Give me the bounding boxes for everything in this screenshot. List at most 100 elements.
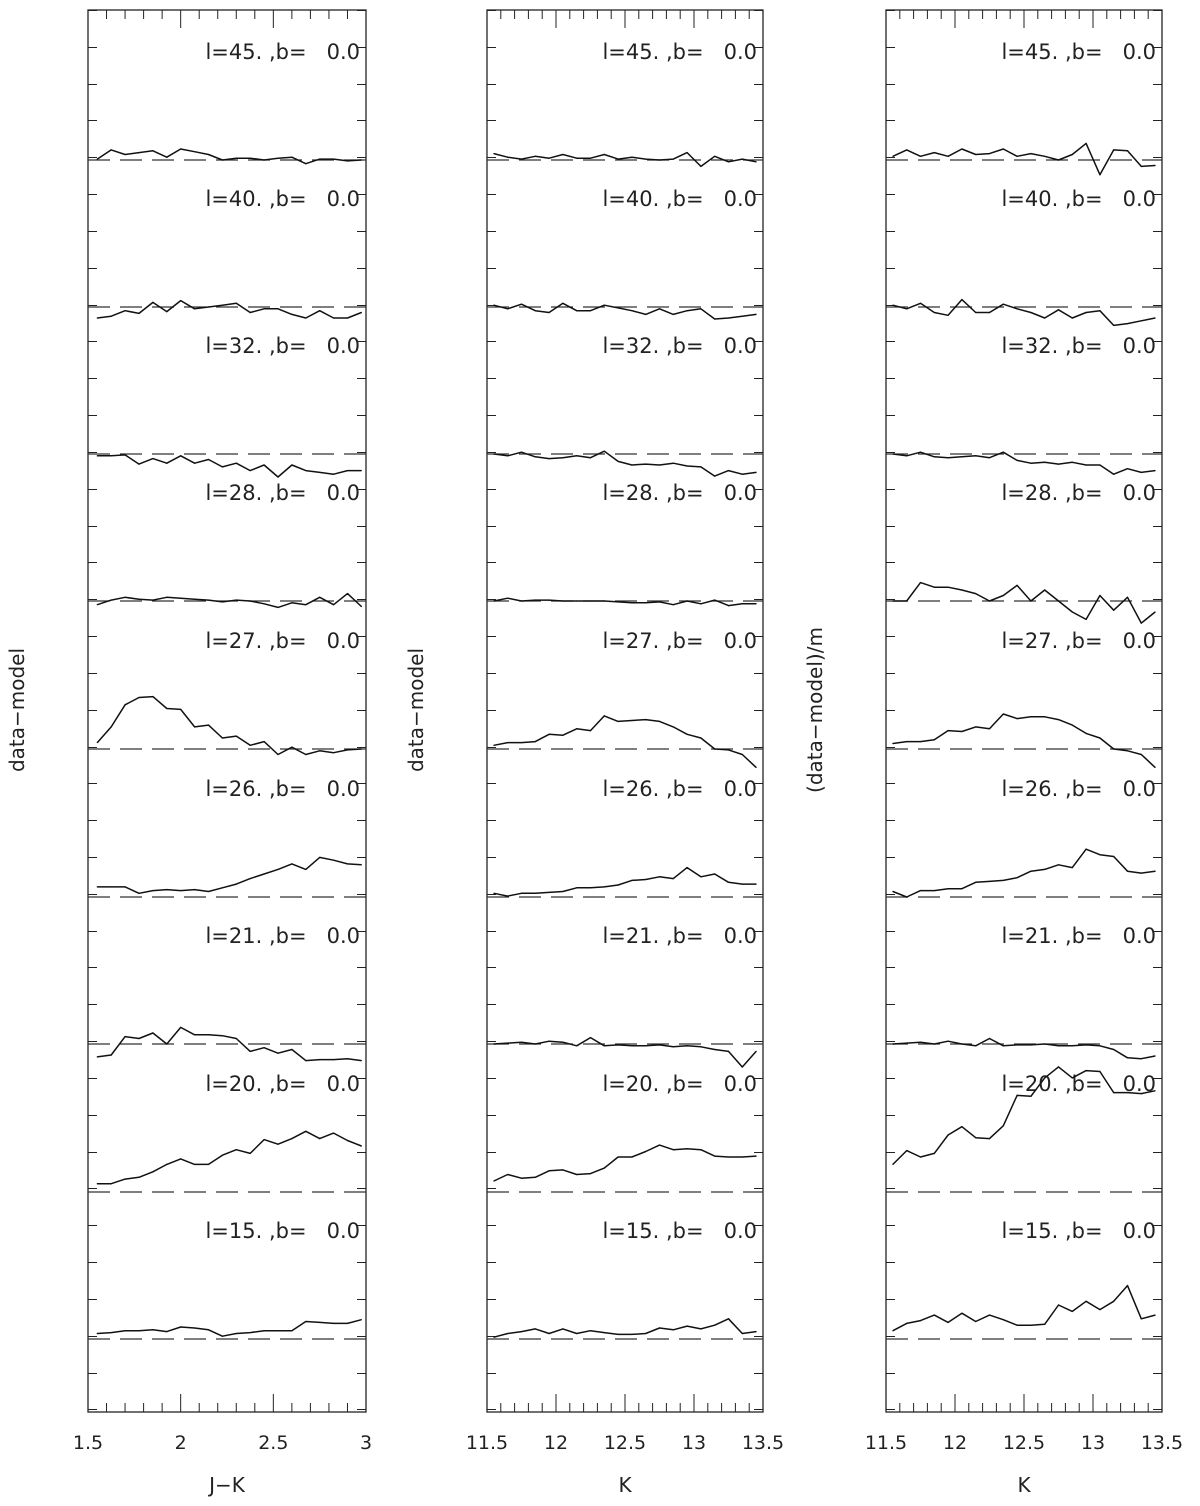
data-point [727, 605, 730, 607]
data-point [1002, 594, 1004, 597]
data-point [714, 318, 716, 320]
data-point [534, 1176, 536, 1178]
data-point [631, 879, 633, 882]
strip-7: l=21. ,b= 0.0 [88, 924, 366, 1062]
data-point [166, 462, 168, 464]
data-point [741, 315, 743, 317]
data-point [1140, 471, 1142, 473]
series-line [493, 1144, 757, 1182]
data-point [1099, 310, 1101, 312]
data-point [645, 718, 647, 721]
data-point [906, 896, 908, 898]
data-point [305, 868, 307, 871]
data-point [727, 1156, 730, 1158]
data-point [124, 454, 126, 456]
data-point [975, 311, 977, 314]
strip-label: l=28. ,b= 0.0 [1001, 481, 1156, 505]
series-line [97, 299, 362, 319]
data-point [1030, 1095, 1032, 1097]
data-point [332, 1059, 335, 1061]
data-point [193, 1327, 196, 1329]
data-point [933, 889, 935, 892]
data-point [714, 155, 716, 157]
data-point [360, 469, 362, 472]
data-point [892, 742, 894, 745]
data-point [988, 311, 991, 314]
data-point [755, 471, 757, 473]
data-point [919, 1156, 922, 1158]
data-point [180, 597, 182, 599]
data-point [166, 707, 168, 710]
data-point [319, 1059, 321, 1061]
strip-label: l=45. ,b= 0.0 [602, 40, 757, 64]
data-point [277, 308, 279, 310]
data-point [1030, 1324, 1032, 1326]
data-point [152, 1329, 154, 1331]
data-point [1154, 1055, 1156, 1057]
data-point [207, 1163, 210, 1165]
data-point [1140, 320, 1142, 322]
data-point [892, 890, 894, 893]
data-point [534, 456, 536, 458]
data-point [947, 586, 949, 588]
x-axis-label: J−K [207, 1473, 246, 1497]
x-tick-label: 11.5 [466, 1432, 508, 1454]
data-point [933, 1043, 935, 1045]
data-point [332, 752, 335, 754]
data-point [1113, 1048, 1115, 1051]
data-point [919, 889, 922, 892]
data-point [193, 308, 196, 310]
data-point [193, 889, 196, 891]
data-point [277, 157, 279, 159]
strip-9: l=15. ,b= 0.0 [88, 1219, 366, 1340]
data-point [1113, 149, 1115, 151]
data-point [1099, 594, 1101, 597]
data-point [207, 890, 210, 893]
data-point [180, 889, 182, 892]
data-point [1154, 766, 1156, 769]
data-point [700, 1149, 702, 1151]
data-point [741, 603, 743, 605]
strip-label: l=26. ,b= 0.0 [1001, 777, 1156, 801]
data-point [360, 159, 362, 161]
data-point [548, 1040, 550, 1042]
data-point [493, 744, 495, 746]
data-point [1126, 750, 1129, 752]
data-point [507, 308, 509, 310]
data-point [124, 1330, 126, 1332]
series-line [96, 695, 362, 756]
strip-3: l=32. ,b= 0.0 [487, 334, 763, 477]
data-point [1044, 589, 1046, 591]
data-point [714, 1048, 716, 1051]
data-point [305, 1130, 307, 1132]
data-point [1085, 1300, 1087, 1302]
data-point [235, 883, 237, 885]
series-line [493, 1036, 757, 1068]
data-point [961, 589, 963, 591]
strip-2: l=40. ,b= 0.0 [886, 187, 1162, 327]
data-point [755, 883, 757, 885]
data-point [207, 458, 210, 461]
data-point [975, 1320, 977, 1323]
data-point [221, 737, 223, 739]
data-point [1154, 469, 1156, 472]
data-point [714, 1324, 716, 1326]
data-point [906, 600, 908, 602]
data-point [110, 455, 112, 457]
data-point [319, 310, 321, 312]
data-point [947, 888, 949, 890]
data-point [507, 455, 509, 457]
data-point [193, 598, 196, 600]
data-point [180, 1326, 182, 1328]
data-point [947, 1321, 949, 1324]
data-point [1071, 1077, 1073, 1079]
data-point [988, 728, 991, 730]
data-point [631, 156, 633, 158]
data-point [1071, 866, 1073, 869]
data-point [700, 466, 702, 468]
data-point [576, 1173, 578, 1176]
data-point [291, 746, 293, 748]
data-point [686, 1148, 688, 1150]
strip-label: l=20. ,b= 0.0 [1001, 1072, 1156, 1096]
strip-9: l=15. ,b= 0.0 [487, 1219, 763, 1340]
